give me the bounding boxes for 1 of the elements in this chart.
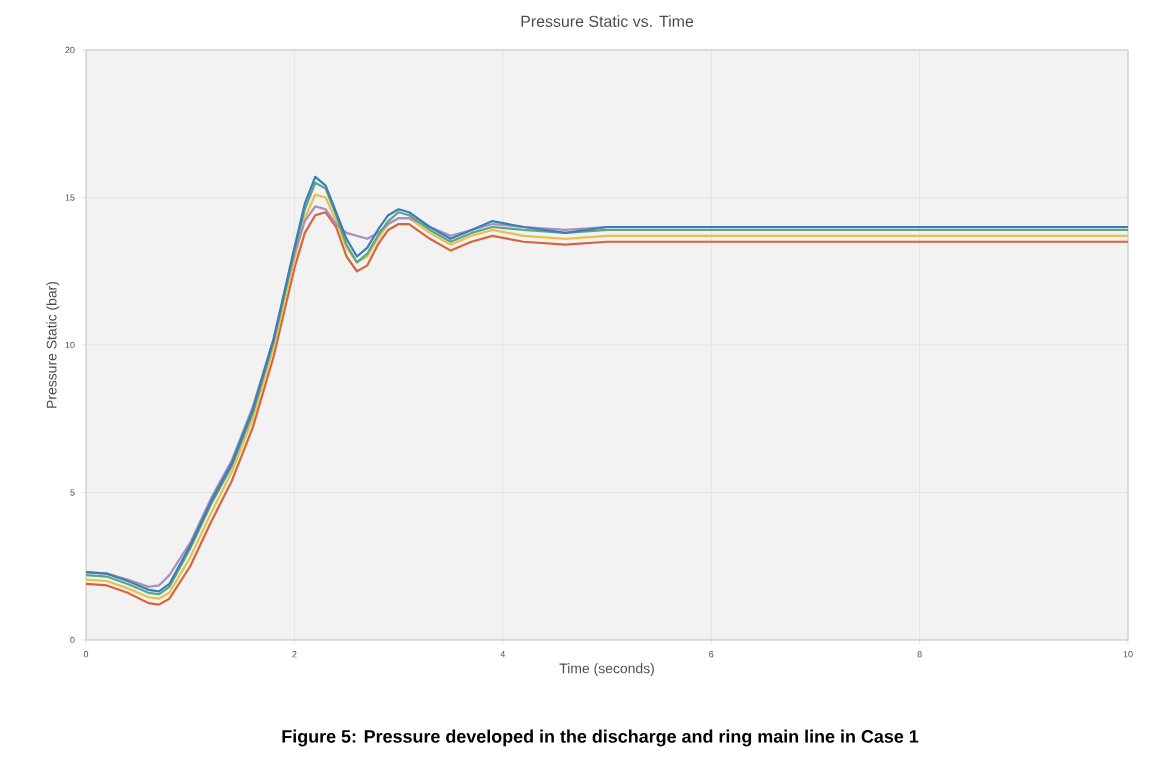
caption: Figure 5: Pressure developed in the discharge and ring main line in Case 1 bbox=[282, 729, 919, 747]
